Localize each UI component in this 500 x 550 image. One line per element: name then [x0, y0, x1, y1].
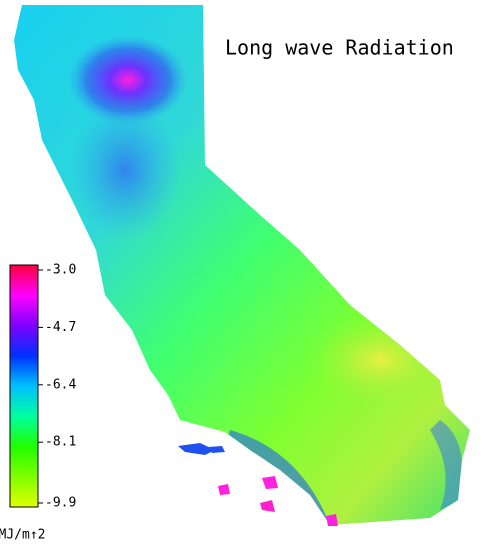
colorbar-tick-label: -9.9 [45, 496, 76, 511]
colorbar-tick-label: -8.1 [45, 435, 76, 450]
colorbar-tick-label: -6.4 [45, 377, 76, 392]
colorbar-tick-label: -4.7 [45, 320, 76, 335]
map-title: Long wave Radiation [225, 36, 454, 60]
colorbar-tick-label: -3.0 [45, 263, 76, 278]
colorbar [9, 264, 39, 508]
state-shape [14, 5, 470, 526]
colorbar-unit: MJ/m↑2 [0, 528, 45, 543]
